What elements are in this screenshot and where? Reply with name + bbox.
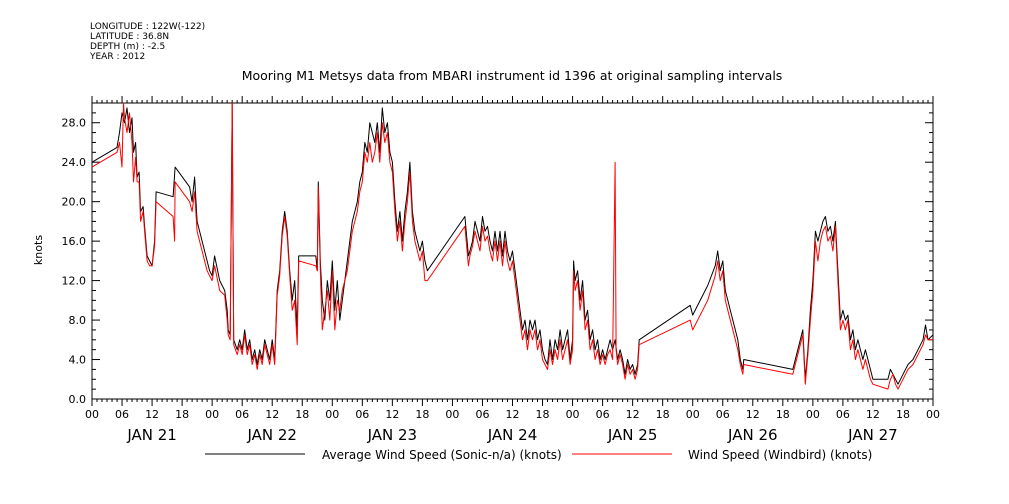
x-day-label: JAN 26 (727, 426, 778, 444)
x-tick-label: 18 (536, 408, 550, 421)
x-tick-label: 00 (445, 408, 459, 421)
latitude-text: LATITUDE : 36.8N (90, 32, 169, 42)
metadata-block: LONGITUDE : 122W(-122) LATITUDE : 36.8N … (89, 22, 205, 62)
x-day-label: JAN 24 (487, 426, 538, 444)
chart-title: Mooring M1 Metsys data from MBARI instru… (242, 68, 783, 83)
x-tick-label: 00 (926, 408, 940, 421)
legend-label-sonic: Average Wind Speed (Sonic-n/a) (knots) (322, 448, 562, 462)
x-tick-label: 06 (836, 408, 850, 421)
y-tick-label: 0.0 (69, 393, 87, 406)
x-tick-label: 12 (145, 408, 159, 421)
series-line-sonic (91, 102, 934, 385)
x-tick-label: 06 (475, 408, 489, 421)
y-tick-label: 28.0 (62, 117, 87, 130)
x-tick-label: 00 (686, 408, 700, 421)
x-tick-label: 12 (265, 408, 279, 421)
x-tick-label: 06 (596, 408, 610, 421)
y-tick-label: 20.0 (62, 196, 87, 209)
x-tick-label: 06 (235, 408, 249, 421)
x-tick-label: 00 (85, 408, 99, 421)
x-day-label: JAN 27 (847, 426, 898, 444)
axis-ticks (91, 96, 934, 406)
x-tick-label: 00 (566, 408, 580, 421)
day-labels: JAN 21 JAN 22 JAN 23 JAN 24 JAN 25 JAN 26 JAN … (126, 426, 897, 444)
y-tick-label: 8.0 (69, 314, 87, 327)
x-tick-label: 06 (355, 408, 369, 421)
x-tick-label: 18 (415, 408, 429, 421)
y-tick-label: 16.0 (62, 235, 87, 248)
x-tick-label: 18 (776, 408, 790, 421)
longitude-text: LONGITUDE : 122W(-122) (90, 22, 205, 32)
x-day-label: JAN 23 (367, 426, 418, 444)
legend: Average Wind Speed (Sonic-n/a) (knots) W… (205, 448, 872, 462)
x-tick-label: 12 (626, 408, 640, 421)
x-day-label: JAN 22 (246, 426, 297, 444)
x-tick-label: 06 (115, 408, 129, 421)
x-tick-label: 00 (325, 408, 339, 421)
x-tick-label: 12 (506, 408, 520, 421)
y-tick-label: 4.0 (69, 354, 87, 367)
y-tick-label: 12.0 (62, 275, 87, 288)
x-day-label: JAN 21 (126, 426, 177, 444)
y-axis-label: knots (32, 235, 45, 265)
x-tick-label: 00 (806, 408, 820, 421)
depth-text: DEPTH (m) : -2.5 (90, 42, 165, 52)
x-tick-label: 12 (866, 408, 880, 421)
x-day-label: JAN 25 (607, 426, 658, 444)
x-tick-label: 18 (896, 408, 910, 421)
y-tick-label: 24.0 (62, 156, 87, 169)
x-tick-label: 12 (746, 408, 760, 421)
x-tick-label: 12 (385, 408, 399, 421)
y-tick-labels: 0.0 4.0 8.0 12.0 16.0 20.0 24.0 28.0 (62, 117, 87, 406)
x-tick-label: 18 (295, 408, 309, 421)
year-text: YEAR : 2012 (89, 52, 145, 62)
x-tick-labels: 00 06 12 18 00 06 12 18 00 06 12 18 00 06 12 18 00 06 12 18… (85, 408, 940, 421)
x-tick-label: 00 (205, 408, 219, 421)
series-lines (91, 102, 934, 390)
x-tick-label: 18 (175, 408, 189, 421)
series-line-windbird (91, 102, 933, 390)
x-tick-label: 06 (716, 408, 730, 421)
x-tick-label: 18 (656, 408, 670, 421)
legend-label-windbird: Wind Speed (Windbird) (knots) (688, 448, 872, 462)
